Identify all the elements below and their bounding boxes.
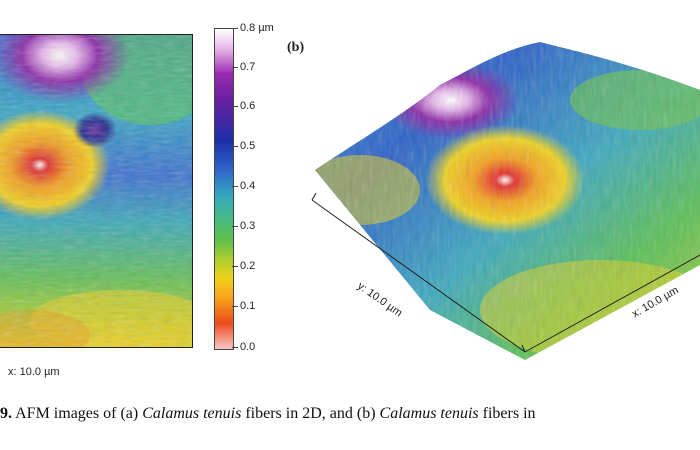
- caption-species: Calamus tenuis: [379, 405, 479, 422]
- figure-caption: 9. AFM images of (a) Calamus tenuis fibe…: [0, 405, 700, 423]
- colorbar-tick: [232, 106, 238, 107]
- caption-species: Calamus tenuis: [142, 405, 242, 422]
- caption-text: fibers in: [478, 405, 536, 422]
- colorbar-tick: [232, 146, 238, 147]
- colorbar-tick: [232, 306, 238, 307]
- colorbar-tick-label: 0.6: [240, 100, 256, 112]
- x-axis-label-2d: x: 10.0 µm: [8, 366, 60, 378]
- colorbar-tick-label: 0.4: [240, 180, 256, 192]
- caption-text: AFM images of (a): [12, 405, 143, 422]
- colorbar-tick: [232, 67, 238, 68]
- colorbar-tick: [232, 226, 238, 227]
- colorbar-tick-label: 0.5: [240, 140, 256, 152]
- afm-3d-surface: [311, 42, 700, 360]
- caption-text: fibers in 2D, and (b): [241, 405, 380, 422]
- colorbar-tick-label: 0.1: [240, 300, 256, 312]
- figure-number: 9.: [0, 405, 12, 422]
- colorbar-tick: [232, 266, 238, 267]
- colorbar-tick-label: 0.0: [240, 341, 256, 353]
- colorbar-tick: [232, 186, 238, 187]
- colorbar-tick-label: 0.3: [240, 220, 256, 232]
- panel-b-label: (b): [287, 40, 305, 55]
- colorbar-tick-label: 0.2: [240, 260, 256, 272]
- height-colorbar: [214, 28, 234, 350]
- colorbar-tick: [232, 28, 238, 29]
- afm-2d-image: [0, 34, 193, 348]
- colorbar-tick-label: 0.8 µm: [240, 22, 274, 34]
- colorbar-tick-label: 0.7: [240, 61, 256, 73]
- colorbar-tick: [232, 347, 238, 348]
